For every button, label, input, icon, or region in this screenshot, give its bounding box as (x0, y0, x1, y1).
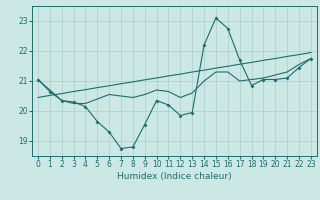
X-axis label: Humidex (Indice chaleur): Humidex (Indice chaleur) (117, 172, 232, 181)
